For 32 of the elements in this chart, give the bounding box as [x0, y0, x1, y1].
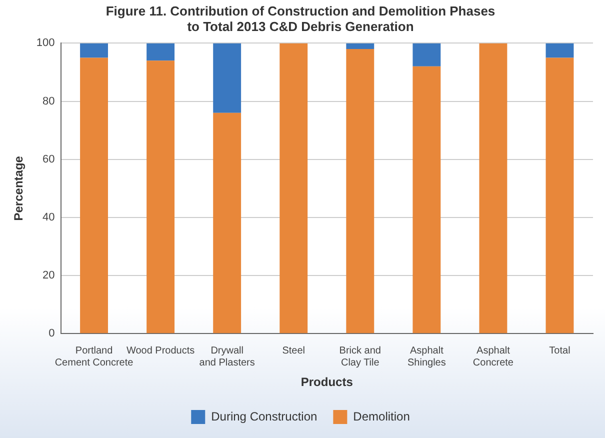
bar: [146, 60, 175, 334]
bar: [346, 49, 374, 334]
y-tick-label: 20: [42, 270, 55, 282]
bar: [213, 112, 242, 334]
bar: [80, 58, 108, 334]
x-tick-label: Asphalt Shingles: [407, 345, 446, 368]
bar: [546, 43, 574, 58]
y-axis-title: Percentage: [12, 156, 26, 221]
x-tick-label: Total: [549, 345, 570, 356]
x-tick-label: Brick and Clay Tile: [339, 345, 381, 368]
y-tick-label: 80: [42, 95, 55, 108]
bar: [280, 43, 308, 334]
bar: [412, 66, 441, 334]
y-tick-label: 0: [48, 328, 55, 340]
x-tick-label: Steel: [282, 345, 306, 356]
legend-label: During Construction: [211, 409, 318, 424]
y-tick-label: 100: [36, 37, 55, 50]
bar: [80, 43, 108, 58]
y-tick-label: 60: [42, 153, 55, 166]
bar: [479, 43, 508, 334]
bar: [546, 58, 574, 334]
x-axis-title: Products: [300, 375, 354, 390]
x-tick-label: Wood Products: [126, 345, 195, 356]
bar: [213, 43, 242, 113]
x-tick-label: Drywall and Plasters: [199, 345, 255, 368]
bar: [346, 43, 374, 50]
y-tick-label: 40: [42, 211, 55, 224]
bar: [146, 43, 175, 61]
legend-label: Demolition: [353, 409, 410, 424]
chart-title: Figure 11. Contribution of Construction and Demolition Phases to Total 2013 C&D Debris Generation: [106, 3, 496, 34]
x-tick-label: Asphalt Concrete: [472, 345, 514, 368]
bar: [412, 43, 441, 66]
